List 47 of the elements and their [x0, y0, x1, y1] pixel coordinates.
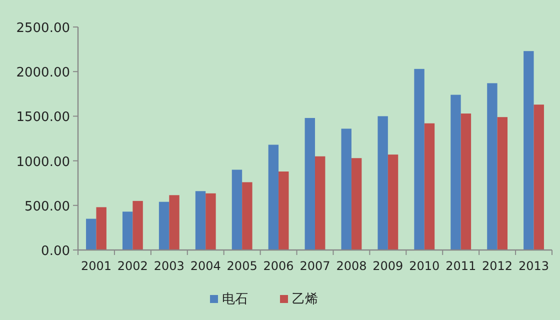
bar	[169, 195, 180, 250]
x-tick-label: 2004	[190, 259, 221, 273]
legend-label: 乙烯	[292, 292, 318, 307]
x-tick-label: 2002	[117, 259, 148, 273]
bar	[534, 104, 544, 250]
y-tick-label: 500.00	[24, 199, 70, 214]
bar	[195, 191, 206, 250]
x-tick-label: 2008	[336, 259, 367, 273]
x-tick-label: 2001	[80, 259, 112, 273]
x-tick-label: 2006	[263, 259, 294, 273]
x-tick-label: 2003	[154, 259, 184, 273]
y-tick-label: 0.00	[41, 244, 70, 259]
y-tick-label: 2500.00	[16, 21, 70, 36]
y-tick-label: 1500.00	[16, 110, 70, 126]
y-tick-label: 2000.00	[16, 66, 70, 81]
bar	[487, 83, 498, 250]
bar	[378, 116, 388, 250]
y-tick-label: 1000.00	[16, 154, 70, 170]
bar	[96, 207, 106, 250]
bar	[351, 158, 362, 250]
bar	[315, 156, 326, 250]
bar	[524, 51, 534, 250]
bar	[497, 117, 508, 250]
bar	[278, 172, 289, 250]
bar	[304, 118, 315, 250]
bar	[206, 193, 216, 250]
x-tick-label: 2005	[226, 259, 258, 273]
bar	[158, 202, 170, 250]
bar	[86, 218, 96, 250]
bar	[132, 200, 143, 250]
bar	[341, 128, 352, 250]
bar	[122, 212, 133, 250]
x-tick-label: 2009	[372, 259, 404, 273]
legend-label: 电石	[222, 292, 248, 307]
bar	[450, 94, 461, 250]
x-tick-label: 2010	[409, 259, 440, 273]
bar	[414, 68, 424, 250]
x-tick-label: 2012	[482, 259, 513, 273]
bar	[388, 154, 398, 250]
x-tick-label: 2007	[300, 259, 330, 273]
bar	[424, 123, 435, 250]
bar	[232, 170, 242, 250]
x-tick-label: 2013	[518, 259, 550, 273]
bar	[460, 114, 472, 250]
x-tick-label: 2011	[446, 259, 476, 273]
bar	[268, 144, 279, 250]
bar	[242, 182, 252, 250]
